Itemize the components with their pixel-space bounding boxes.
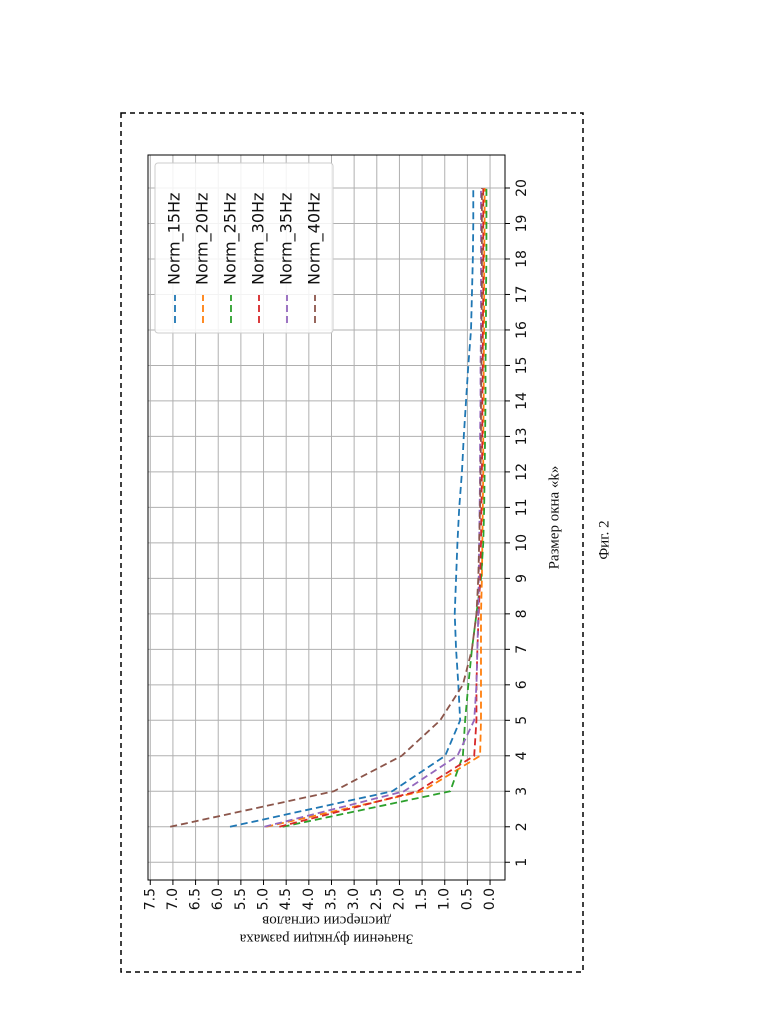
y-tick-label: 2.0 [391,888,407,910]
y-tick-label: 0.5 [459,888,475,910]
y-tick-label: 1.5 [414,888,430,910]
x-tick-label: 1 [514,858,530,867]
x-tick-label: 15 [514,357,530,375]
y-tick-label: 3.5 [323,888,339,910]
chart: 0.0 0.5 1.0 1.5 2.0 2.5 3.0 3.5 4.0 4.5 5.0 5.5 6.0 6… [142,155,612,947]
page: 0.0 0.5 1.0 1.5 2.0 2.5 3.0 3.5 4.0 4.5 5.0 5.5 6.0 6… [0,0,780,1024]
x-tick-label: 6 [514,680,530,689]
y-axis-title: дисперсии сигналов [262,913,391,929]
legend-label: Norm_20Hz [193,193,213,285]
x-tick-label: 8 [514,609,530,618]
x-tick-label: 10 [514,534,530,552]
x-tick-label: 17 [514,286,530,304]
y-tick-label: 2.5 [369,888,385,910]
x-tick-label: 13 [514,427,530,445]
y-tick-label: 1.0 [437,888,453,910]
x-tick-label: 20 [514,179,530,197]
x-tick-label: 12 [514,463,530,481]
figure-caption: Фиг. 2 [596,520,612,559]
legend-label: Norm_35Hz [277,193,297,285]
x-tick-label: 4 [514,751,530,760]
legend-label: Norm_40Hz [305,193,325,285]
y-tick-label: 0.0 [482,888,498,910]
x-tick-label: 16 [514,321,530,339]
x-tick-label: 18 [514,250,530,268]
y-tick-label: 5.0 [256,888,272,910]
y-tick-label: 5.5 [233,888,249,910]
y-tick-label: 7.0 [165,888,181,910]
x-tick-label: 19 [514,215,530,233]
legend-label: Norm_25Hz [221,193,241,285]
x-tick-label: 5 [514,716,530,725]
x-tick-label: 2 [514,822,530,831]
x-tick-label: 11 [514,498,530,516]
y-axis-title: Значении функции размаха [239,931,413,947]
y-tick-label: 4.0 [301,888,317,910]
x-axis-title: Размер окна «k» [546,466,562,570]
y-tick-label: 6.5 [188,888,204,910]
legend-label: Norm_15Hz [165,193,185,285]
x-tick-label: 14 [514,392,530,410]
legend-label: Norm_30Hz [249,193,269,285]
x-tick-label: 3 [514,787,530,796]
y-tick-label: 6.0 [210,888,226,910]
x-tick-label: 9 [514,574,530,583]
y-tick-label: 4.5 [278,888,294,910]
x-tick-label: 7 [514,645,530,654]
y-tick-label: 7.5 [142,888,158,910]
y-tick-label: 3.0 [346,888,362,910]
